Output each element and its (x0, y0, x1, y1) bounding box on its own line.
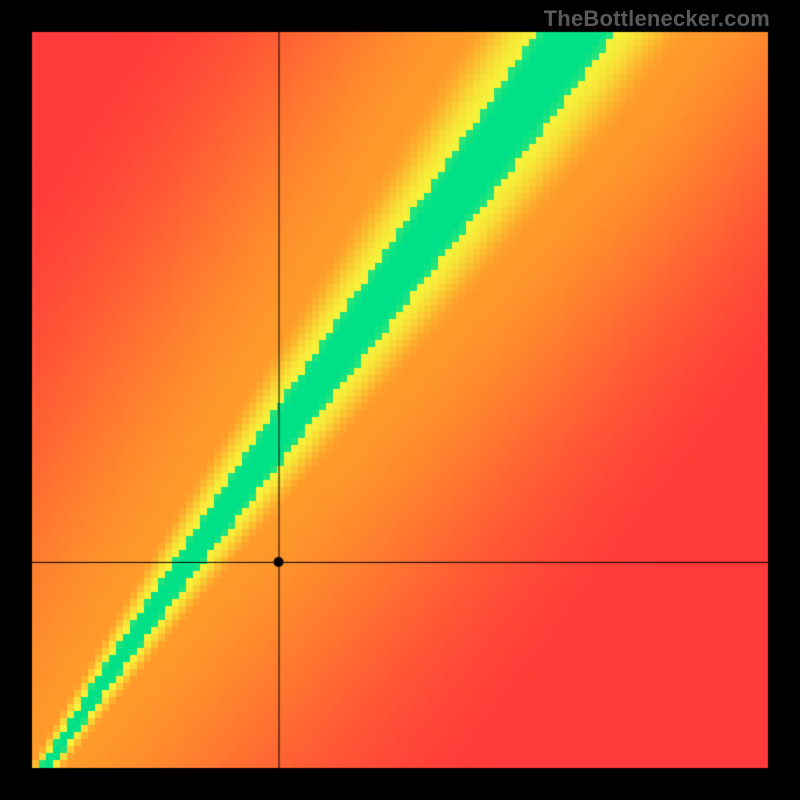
bottleneck-heatmap (0, 0, 800, 800)
watermark-text: TheBottlenecker.com (544, 6, 770, 32)
chart-container: TheBottlenecker.com (0, 0, 800, 800)
